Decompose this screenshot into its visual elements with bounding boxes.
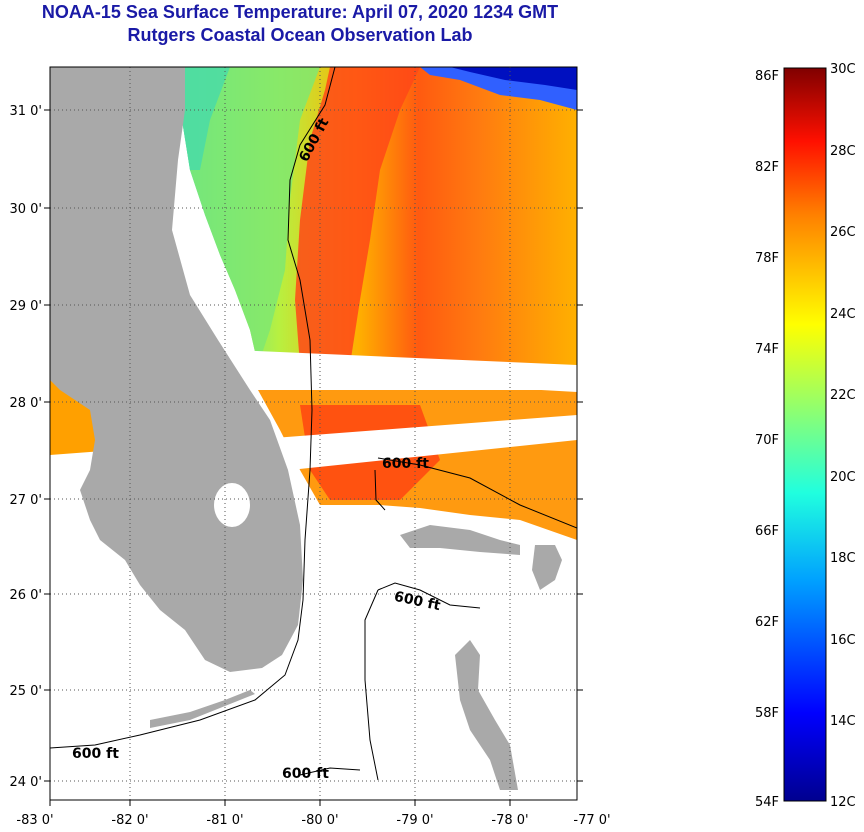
colorbar-c-label: 18C — [830, 551, 856, 566]
colorbar-f-label: 74F — [755, 342, 779, 357]
lat-label: 24 0' — [9, 775, 42, 790]
lat-label: 31 0' — [9, 104, 42, 119]
colorbar-f-label: 70F — [755, 433, 779, 448]
map-title: NOAA-15 Sea Surface Temperature: April 0… — [41, 2, 559, 22]
florida-keys — [150, 690, 255, 728]
gulf-stream-core — [295, 67, 420, 365]
lat-label: 25 0' — [9, 684, 42, 699]
colorbar-c-label: 24C — [830, 307, 856, 322]
lat-label: 30 0' — [9, 202, 42, 217]
lon-label: -82 0' — [111, 813, 148, 828]
600ft-contours — [50, 67, 577, 781]
bahamas-abaco — [532, 545, 562, 590]
colorbar — [783, 67, 827, 802]
colorbar-c-label: 12C — [830, 795, 856, 810]
celsius-scale: 30C 28C 26C 24C 22C 20C 18C 16C 14C 12C — [830, 62, 856, 810]
cold-water-northeast-core — [450, 67, 577, 90]
lat-label: 28 0' — [9, 396, 42, 411]
lon-label: -79 0' — [396, 813, 433, 828]
colorbar-c-label: 28C — [830, 144, 856, 159]
contour-label-5: 600 ft — [282, 766, 329, 782]
lake-okeechobee — [214, 483, 250, 527]
colorbar-c-label: 22C — [830, 388, 856, 403]
fahrenheit-scale: 86F 82F 78F 74F 70F 66F 62F 58F 54F — [755, 69, 779, 810]
lon-label: -80 0' — [301, 813, 338, 828]
map-subtitle: Rutgers Coastal Ocean Observation Lab — [127, 25, 473, 45]
colorbar-f-label: 86F — [755, 69, 779, 84]
map-area — [50, 67, 577, 800]
colorbar-f-label: 54F — [755, 795, 779, 810]
sst-cool-nearshore-inner — [180, 67, 230, 170]
contour-label-2: 600 ft — [382, 456, 429, 472]
axis-ticks — [44, 109, 583, 806]
colorbar-c-label: 30C — [830, 62, 856, 77]
colorbar-c-label: 26C — [830, 225, 856, 240]
lat-label: 26 0' — [9, 588, 42, 603]
map-frame — [49, 66, 578, 801]
bahamas-grand — [400, 525, 520, 555]
contour-label-4: 600 ft — [72, 746, 119, 762]
colorbar-f-label: 66F — [755, 524, 779, 539]
colorbar-f-label: 82F — [755, 160, 779, 175]
lon-label: -78 0' — [491, 813, 528, 828]
lat-label: 27 0' — [9, 493, 42, 508]
lat-label: 29 0' — [9, 299, 42, 314]
bahamas-land — [455, 640, 518, 790]
lon-label: -83 0' — [16, 813, 53, 828]
colorbar-c-label: 16C — [830, 633, 856, 648]
sst-cool-nearshore — [180, 67, 320, 365]
colorbar-f-label: 78F — [755, 251, 779, 266]
lon-label: -81 0' — [206, 813, 243, 828]
colorbar-c-label: 20C — [830, 470, 856, 485]
colorbar-f-label: 58F — [755, 706, 779, 721]
colorbar-c-label: 14C — [830, 714, 856, 729]
colorbar-f-label: 62F — [755, 615, 779, 630]
lon-label: -77 0' — [573, 813, 610, 828]
